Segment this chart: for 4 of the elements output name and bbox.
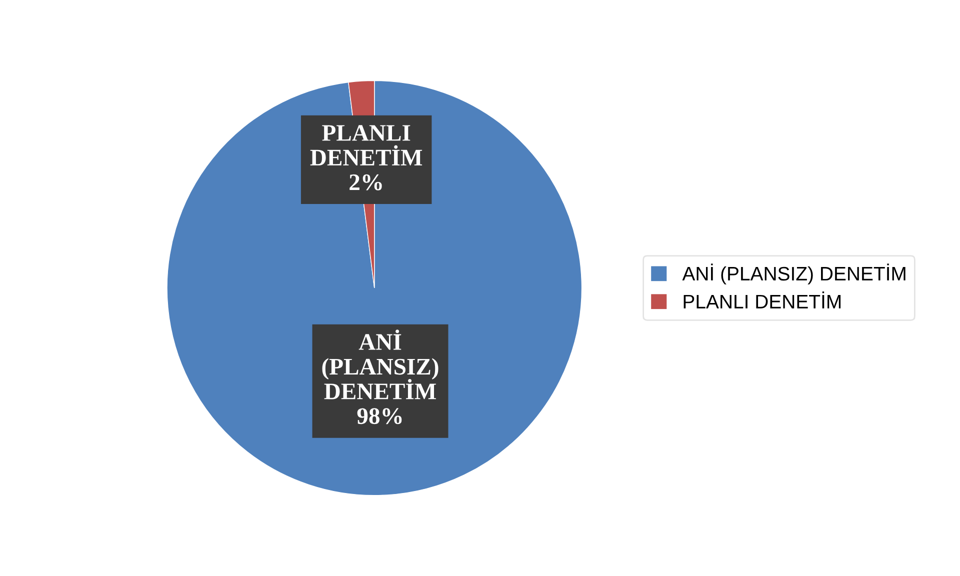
legend-label: ANİ (PLANSIZ) DENETİM: [682, 264, 906, 284]
data-label: ANİ (PLANSIZ) DENETİM 98%: [322, 330, 438, 424]
data-label: PLANLI DENETİM 2%: [310, 125, 422, 190]
legend-label: PLANLI DENETİM: [684, 292, 841, 308]
